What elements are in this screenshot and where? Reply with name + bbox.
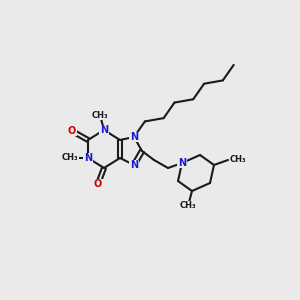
Text: N: N: [130, 132, 138, 142]
Text: N: N: [130, 160, 138, 170]
Text: O: O: [68, 126, 76, 136]
Text: N: N: [100, 125, 108, 135]
Text: O: O: [94, 179, 102, 189]
Text: CH₃: CH₃: [180, 202, 196, 211]
Text: CH₃: CH₃: [62, 154, 78, 163]
Text: N: N: [178, 158, 186, 168]
Text: N: N: [84, 153, 92, 163]
Text: CH₃: CH₃: [230, 155, 247, 164]
Text: CH₃: CH₃: [92, 110, 108, 119]
